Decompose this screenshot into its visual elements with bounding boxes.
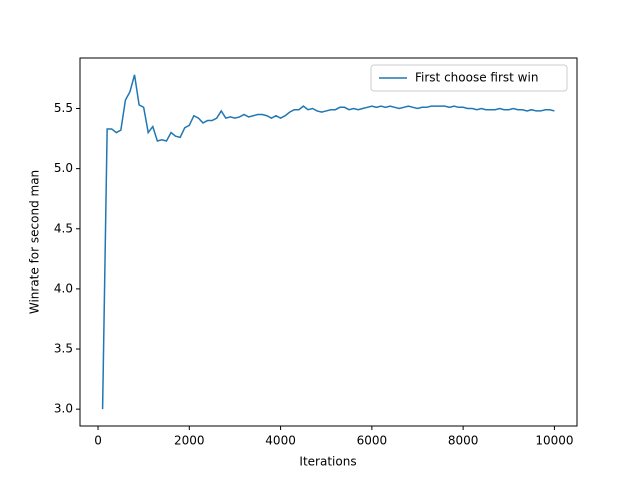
data-line	[101, 74, 555, 410]
plot-frame	[79, 57, 578, 427]
y-axis-label: Winrate for second man	[28, 170, 42, 314]
x-tick-label: 0	[94, 434, 102, 448]
legend-label: First choose first win	[415, 71, 538, 85]
legend-box	[370, 64, 568, 92]
x-axis-label: Iterations	[299, 455, 356, 469]
y-tick-label: 5.0	[54, 161, 73, 175]
x-tick-label: 8000	[448, 434, 479, 448]
y-tick-label: 5.5	[54, 101, 73, 115]
y-tick-label: 4.0	[54, 281, 73, 295]
y-tick-label: 3.0	[54, 402, 73, 416]
y-tick-label: 4.5	[54, 221, 73, 235]
y-tick-label: 3.5	[54, 342, 73, 356]
x-tick-label: 6000	[357, 434, 388, 448]
x-tick-label: 2000	[174, 434, 205, 448]
x-tick-label: 4000	[265, 434, 296, 448]
x-tick-label: 10000	[535, 434, 573, 448]
